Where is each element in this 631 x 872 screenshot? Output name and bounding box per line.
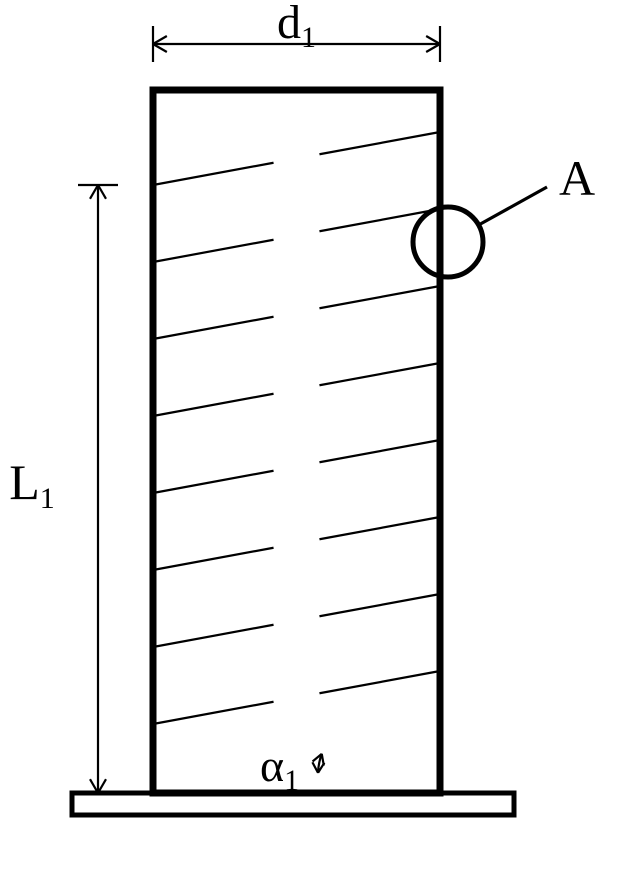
helix-front-line (153, 163, 274, 185)
helix-back-line (319, 517, 440, 539)
helix-front-line (153, 625, 274, 647)
helix-back-line (319, 286, 440, 308)
detail-leader (479, 187, 547, 225)
helix-front-line (153, 394, 274, 416)
diagram-canvas: d1 L1 Aα1 (0, 0, 631, 872)
helix-back-line (319, 594, 440, 616)
helix-back-line (319, 440, 440, 462)
helix-front-line (153, 240, 274, 262)
detail-label: A (559, 150, 595, 206)
helix-front-line (153, 702, 274, 724)
detail-circle (413, 207, 483, 277)
dim-d1-label: d1 (277, 0, 316, 54)
angle-label: α1 (260, 740, 299, 797)
helix-back-line (319, 671, 440, 693)
dim-l1-label: L1 (9, 454, 55, 515)
helix-front-line (153, 548, 274, 570)
helix-back-line (319, 132, 440, 154)
helix-front-line (153, 317, 274, 339)
helix-front-line (153, 471, 274, 493)
helix-back-line (319, 363, 440, 385)
cylinder-outline (153, 90, 440, 793)
